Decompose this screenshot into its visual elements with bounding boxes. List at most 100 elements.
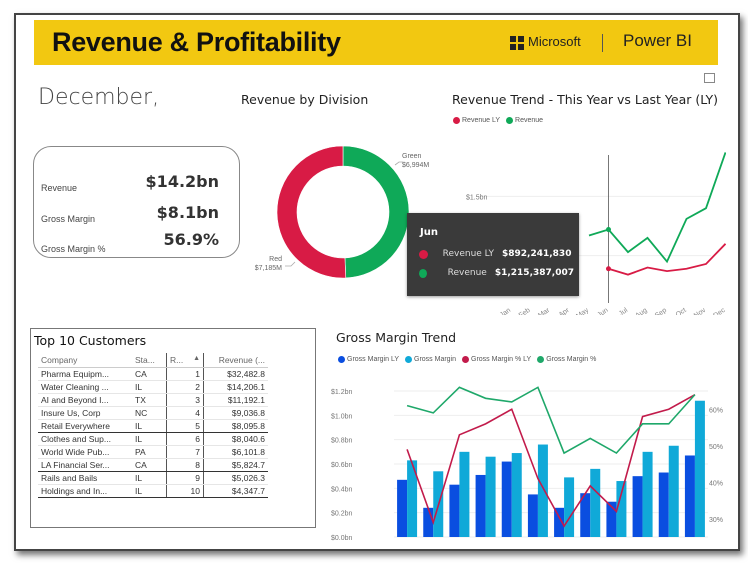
column-header-state[interactable]: Sta... (132, 353, 167, 368)
legend-dot (453, 117, 460, 124)
bar-gross-margin-oct (642, 451, 653, 537)
table-row[interactable]: Rails and Bails IL 9 $5,026.3 (38, 471, 268, 485)
bar-gross-margin-ly-apr (475, 474, 486, 537)
tooltip-row-revenue-ly: Revenue LY $892,241,830 (419, 249, 574, 259)
x-tick-label: Jun (596, 307, 609, 315)
legend-label: Gross Margin % LY (471, 356, 532, 363)
cell-state: CA (132, 458, 167, 472)
table-row[interactable]: Retail Everywhere IL 5 $8,095.8 (38, 419, 268, 433)
table-row[interactable]: Clothes and Sup... IL 6 $8,040.6 (38, 432, 268, 446)
kpi-value-gross-margin: $8.1bn (156, 203, 219, 222)
donut-label-red: Red $7,185M (248, 255, 282, 273)
legend-dot (405, 356, 412, 363)
report-title: Revenue & Profitability (52, 27, 341, 57)
cell-revenue: $6,101.8 (203, 445, 268, 459)
cell-state: IL (132, 380, 167, 394)
legend-dot (537, 356, 545, 363)
tooltip-value: $1,215,387,007 (494, 268, 574, 278)
table-title: Top 10 Customers (34, 333, 147, 348)
header-divider (602, 34, 603, 52)
bar-gross-margin-ly-jan (397, 479, 408, 537)
table-row[interactable]: AI and Beyond I... TX 3 $11,192.1 (38, 393, 268, 407)
y2-tick-label: 50% (709, 444, 723, 451)
cell-revenue: $5,026.3 (203, 471, 268, 485)
legend-item-revenue[interactable]: Revenue (506, 117, 543, 124)
bar-gross-margin-dec (694, 400, 705, 537)
legend-item-gm-ly[interactable]: Gross Margin LY (338, 356, 399, 363)
y-tick-label: $0.2bn (331, 511, 353, 518)
column-header-company[interactable]: Company (38, 353, 132, 368)
revenue-by-division-donut (276, 145, 410, 279)
x-tick-label: Dec (712, 307, 726, 315)
legend-item-gm-pct-ly[interactable]: Gross Margin % LY (462, 356, 531, 363)
hover-point (606, 266, 611, 272)
bar-gross-margin-ly-may (501, 461, 512, 537)
x-tick-label: Nov (693, 307, 708, 315)
cell-revenue: $8,095.8 (203, 419, 268, 433)
y2-tick-label: 30% (709, 517, 723, 524)
product-label: Power BI (623, 31, 692, 50)
legend-item-gm-pct[interactable]: Gross Margin % (537, 356, 596, 363)
column-header-label: R... (170, 355, 184, 365)
cell-company: Holdings and In... (38, 484, 132, 498)
bar-gross-margin-aug (590, 468, 601, 537)
gross-margin-trend-chart: $0.0bn $0.2bn $0.4bn $0.6bn $0.8bn $1.0bn $1.2… (331, 386, 723, 542)
bar-gross-margin-ly-dec (684, 455, 695, 537)
table-row[interactable]: Water Cleaning ... IL 2 $14,206.1 (38, 380, 268, 394)
table-row[interactable]: Insure Us, Corp NC 4 $9,036.8 (38, 406, 268, 420)
revenue-trend-legend: Revenue LY Revenue (453, 117, 546, 124)
slice-value: $7,185M (254, 265, 282, 272)
brand-label: Microsoft (528, 34, 581, 49)
cell-state: IL (132, 419, 167, 433)
bar-gross-margin-jul (564, 477, 575, 537)
bar-gross-margin-ly-oct (632, 476, 643, 537)
sort-ascending-icon[interactable]: ▲ (193, 355, 200, 362)
bar-gross-margin-ly-jul (554, 507, 565, 537)
tooltip-dot (419, 249, 428, 259)
cell-company: AI and Beyond I... (38, 393, 132, 407)
cell-state: IL (132, 432, 167, 446)
table-row[interactable]: Pharma Equipm... CA 1 $32,482.8 (38, 367, 268, 381)
bar-gross-margin-ly-jun (527, 494, 538, 537)
bar-gross-margin-ly-aug (580, 493, 591, 537)
bar-gross-margin-may (511, 453, 522, 537)
bar-gross-margin-ly-feb (423, 507, 434, 537)
cell-rank: 10 (166, 484, 204, 498)
gross-margin-trend-title: Gross Margin Trend (336, 330, 457, 345)
revenue-trend-title: Revenue Trend - This Year vs Last Year (… (452, 92, 719, 107)
report-canvas: Revenue & Profitability Microsoft Power … (14, 13, 740, 551)
y-tick-label: $0.4bn (331, 486, 353, 493)
table-row[interactable]: LA Financial Ser... CA 8 $5,824.7 (38, 458, 268, 472)
column-header-revenue[interactable]: Revenue (... (203, 353, 268, 368)
focus-mode-icon[interactable] (704, 73, 715, 83)
cell-state: CA (132, 367, 167, 381)
column-header-rank[interactable]: R... ▲ (166, 353, 204, 368)
cell-revenue: $5,824.7 (203, 458, 268, 472)
header-banner: Revenue & Profitability Microsoft Power … (34, 20, 718, 65)
kpi-card: Revenue $14.2bn Gross Margin $8.1bn Gros… (33, 146, 240, 258)
donut-label-green: Green $6,994M (402, 152, 429, 170)
chart-tooltip: Jun Revenue LY $892,241,830 Revenue $1,2… (407, 213, 579, 296)
legend-label: Revenue LY (462, 117, 501, 124)
legend-item-gm[interactable]: Gross Margin (405, 356, 456, 363)
table-row[interactable]: Holdings and In... IL 10 $4,347.7 (38, 484, 268, 498)
bar-gross-margin-ly-mar (449, 484, 460, 537)
y-tick-label: $0.6bn (331, 462, 353, 469)
bar-gross-margin-jun (537, 444, 548, 537)
y-tick-label: $0.0bn (331, 535, 353, 542)
leader-line-green (394, 161, 403, 166)
cell-rank: 2 (166, 380, 204, 394)
table-row[interactable]: World Wide Pub... PA 7 $6,101.8 (38, 445, 268, 459)
top-customers-table: Company Sta... R... ▲ Revenue (... Pharma… (38, 353, 268, 498)
bar-gross-margin-ly-nov (658, 472, 669, 537)
donut-slice-red (276, 145, 347, 279)
bar-gross-margin-nov (668, 445, 679, 537)
legend-item-revenue-ly[interactable]: Revenue LY (453, 117, 500, 124)
cell-rank: 1 (166, 367, 204, 381)
tooltip-row-revenue: Revenue $1,215,387,007 (419, 268, 574, 278)
tooltip-series-name: Revenue LY (442, 249, 494, 259)
bar-gross-margin-ly-sep (606, 501, 617, 537)
cell-revenue: $8,040.6 (203, 432, 268, 446)
cell-company: Water Cleaning ... (38, 380, 132, 394)
cell-company: LA Financial Ser... (38, 458, 132, 472)
